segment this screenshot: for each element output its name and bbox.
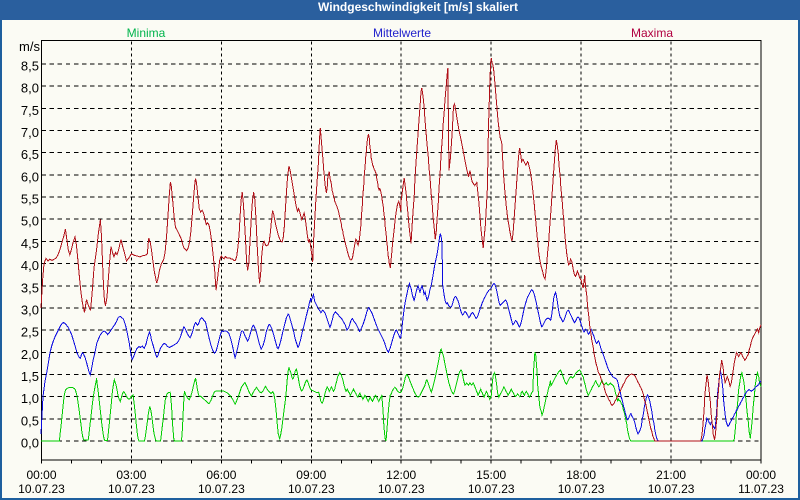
svg-text:7,0: 7,0 (21, 125, 39, 140)
svg-text:10.07.23: 10.07.23 (558, 482, 605, 496)
svg-text:10.07.23: 10.07.23 (18, 482, 65, 496)
svg-text:10.07.23: 10.07.23 (288, 482, 335, 496)
svg-text:3,0: 3,0 (21, 302, 39, 317)
svg-text:03:00: 03:00 (116, 468, 146, 482)
svg-text:11.07.23: 11.07.23 (738, 482, 784, 496)
svg-text:00:00: 00:00 (26, 468, 56, 482)
svg-text:06:00: 06:00 (206, 468, 236, 482)
svg-text:Maxima: Maxima (631, 26, 673, 40)
svg-text:2,5: 2,5 (21, 325, 39, 340)
svg-text:Mittelwerte: Mittelwerte (373, 26, 431, 40)
svg-text:10.07.23: 10.07.23 (468, 482, 515, 496)
svg-text:10.07.23: 10.07.23 (378, 482, 425, 496)
svg-text:5,5: 5,5 (21, 192, 39, 207)
svg-text:4,0: 4,0 (21, 258, 39, 273)
svg-text:15:00: 15:00 (476, 468, 506, 482)
svg-text:8,5: 8,5 (21, 59, 39, 74)
svg-text:8,0: 8,0 (21, 81, 39, 96)
svg-text:00:00: 00:00 (746, 468, 776, 482)
svg-text:21:00: 21:00 (656, 468, 686, 482)
svg-text:2,0: 2,0 (21, 347, 39, 362)
svg-text:5,0: 5,0 (21, 214, 39, 229)
svg-text:3,5: 3,5 (21, 280, 39, 295)
svg-text:10.07.23: 10.07.23 (108, 482, 155, 496)
svg-text:10.07.23: 10.07.23 (198, 482, 245, 496)
svg-text:m/s: m/s (19, 39, 40, 54)
svg-text:0,5: 0,5 (21, 413, 39, 428)
svg-text:6,0: 6,0 (21, 169, 39, 184)
svg-text:10.07.23: 10.07.23 (648, 482, 695, 496)
svg-text:1,0: 1,0 (21, 391, 39, 406)
svg-text:12:00: 12:00 (386, 468, 416, 482)
svg-text:0,0: 0,0 (21, 436, 39, 451)
svg-text:1,5: 1,5 (21, 369, 39, 384)
svg-text:09:00: 09:00 (296, 468, 326, 482)
svg-text:7,5: 7,5 (21, 103, 39, 118)
svg-text:4,5: 4,5 (21, 236, 39, 251)
svg-text:Minima: Minima (127, 26, 166, 40)
svg-text:18:00: 18:00 (566, 468, 596, 482)
svg-text:6,5: 6,5 (21, 147, 39, 162)
